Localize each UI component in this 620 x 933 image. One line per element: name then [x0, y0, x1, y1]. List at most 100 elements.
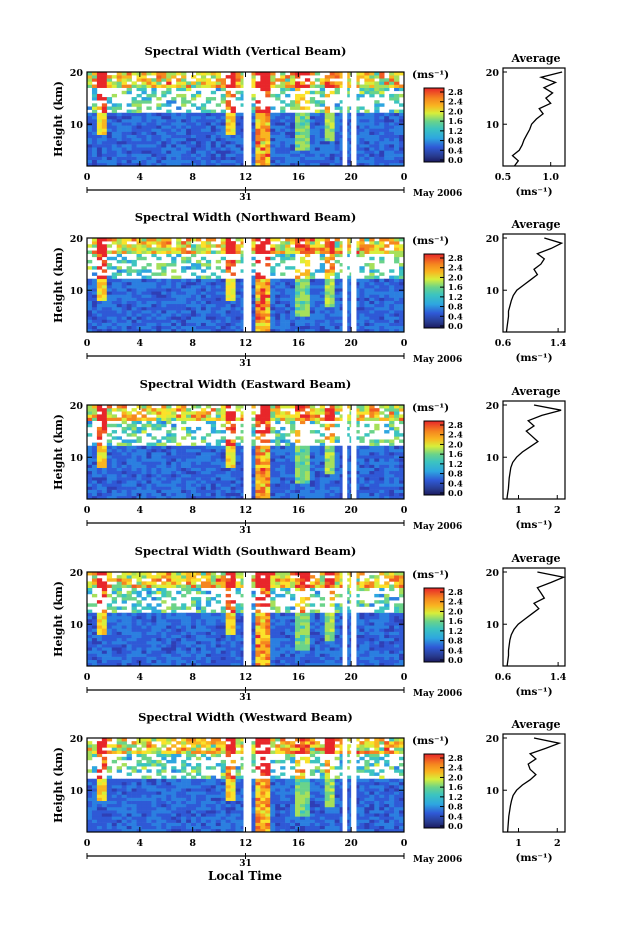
colorbar-tick-label: 1.2 — [448, 793, 463, 803]
colorbar-tick-label: 1.6 — [448, 283, 463, 293]
colorbar-tick-label: 2.0 — [448, 440, 463, 450]
x-tick-label: 20 — [345, 172, 359, 183]
y-tick-label: 10 — [70, 786, 84, 797]
average-y-tick-label: 20 — [486, 68, 500, 79]
average-title: Average — [510, 52, 560, 65]
average-title: Average — [510, 218, 560, 231]
x-tick-label: 0 — [84, 672, 91, 683]
day-label: 31 — [239, 526, 252, 536]
colorbar-tick-label: 1.2 — [448, 293, 463, 303]
date-label: May 2006 — [413, 689, 462, 699]
average-x-tick-label: 2 — [554, 505, 561, 516]
average-x-label: (ms⁻¹) — [515, 852, 552, 864]
y-tick-label: 20 — [70, 401, 84, 412]
x-tick-label: 8 — [189, 838, 196, 849]
colorbar-tick-label: 2.0 — [448, 773, 463, 783]
x-tick-label: 0 — [401, 172, 408, 183]
date-label: May 2006 — [413, 189, 462, 199]
colorbar-tick-label: 2.4 — [448, 764, 463, 774]
y-axis-label: Height (km) — [52, 81, 65, 157]
x-tick-label: 16 — [292, 505, 306, 516]
colorbar-tick-label: 2.8 — [448, 254, 463, 264]
colorbar-tick-label: 0.4 — [448, 646, 463, 656]
colorbar-tick-label: 1.6 — [448, 783, 463, 793]
colorbar-tick-label: 1.6 — [448, 117, 463, 127]
x-tick-label: 16 — [292, 338, 306, 349]
average-x-tick-label: 0.6 — [495, 672, 512, 683]
average-x-label: (ms⁻¹) — [515, 352, 552, 364]
colorbar — [424, 254, 444, 328]
day-label: 31 — [239, 359, 252, 369]
colorbar-tick-label: 0.8 — [448, 637, 463, 647]
x-tick-label: 20 — [345, 672, 359, 683]
average-y-tick-label: 10 — [486, 620, 500, 631]
y-tick-label: 10 — [70, 286, 84, 297]
colorbar-tick-label: 1.2 — [448, 127, 463, 137]
x-tick-label: 0 — [84, 172, 91, 183]
heatmap-cells — [87, 403, 404, 499]
date-label: May 2006 — [413, 355, 462, 365]
date-label: May 2006 — [413, 855, 462, 865]
colorbar-tick-label: 0.8 — [448, 303, 463, 313]
colorbar-tick-label: 2.8 — [448, 421, 463, 431]
x-tick-label: 16 — [292, 838, 306, 849]
y-axis-label: Height (km) — [52, 581, 65, 657]
x-tick-label: 20 — [345, 505, 359, 516]
average-y-tick-label: 10 — [486, 286, 500, 297]
colorbar-tick-label: 0.4 — [448, 812, 463, 822]
colorbar-tick-label: 0.0 — [448, 156, 463, 166]
colorbar-unit: (ms⁻¹) — [412, 235, 449, 247]
x-tick-label: 8 — [189, 672, 196, 683]
panel-title: Spectral Width (Vertical Beam) — [145, 44, 347, 58]
colorbar-tick-label: 0.4 — [448, 312, 463, 322]
colorbar-tick-label: 2.8 — [448, 88, 463, 98]
x-axis-label: Local Time — [208, 869, 282, 883]
average-title: Average — [510, 385, 560, 398]
x-tick-label: 12 — [239, 505, 252, 516]
panel-title: Spectral Width (Westward Beam) — [138, 710, 353, 724]
average-x-tick-label: 1.0 — [542, 172, 559, 183]
average-profile-line — [513, 72, 563, 166]
heatmap-cells — [87, 236, 404, 332]
x-tick-label: 4 — [137, 172, 144, 183]
average-x-tick-label: 0.6 — [495, 338, 512, 349]
day-label: 31 — [239, 859, 252, 869]
average-y-tick-label: 20 — [486, 568, 500, 579]
colorbar-tick-label: 0.0 — [448, 489, 463, 499]
y-tick-label: 20 — [70, 734, 84, 745]
y-tick-label: 20 — [70, 68, 84, 79]
colorbar-unit: (ms⁻¹) — [412, 735, 449, 747]
average-frame — [503, 234, 565, 332]
x-tick-label: 0 — [401, 505, 408, 516]
x-tick-label: 0 — [84, 505, 91, 516]
x-tick-label: 0 — [401, 838, 408, 849]
colorbar-tick-label: 1.2 — [448, 460, 463, 470]
x-tick-label: 0 — [401, 338, 408, 349]
average-frame — [503, 401, 565, 499]
average-x-label: (ms⁻¹) — [515, 519, 552, 531]
x-tick-label: 8 — [189, 172, 196, 183]
colorbar-tick-label: 2.8 — [448, 754, 463, 764]
x-tick-label: 4 — [137, 672, 144, 683]
day-label: 31 — [239, 693, 252, 703]
x-tick-label: 20 — [345, 338, 359, 349]
colorbar — [424, 754, 444, 828]
colorbar-unit: (ms⁻¹) — [412, 569, 449, 581]
colorbar-tick-label: 1.2 — [448, 627, 463, 637]
x-tick-label: 12 — [239, 338, 252, 349]
x-tick-label: 8 — [189, 505, 196, 516]
average-y-tick-label: 10 — [486, 786, 500, 797]
beam-panel-0: Spectral Width (Vertical Beam)1020Height… — [52, 44, 565, 203]
panel-title: Spectral Width (Southward Beam) — [135, 544, 357, 558]
heatmap-cells — [87, 570, 404, 666]
x-tick-label: 12 — [239, 672, 252, 683]
beam-panel-2: Spectral Width (Eastward Beam)1020Height… — [52, 377, 565, 536]
average-y-tick-label: 10 — [486, 453, 500, 464]
colorbar-tick-label: 0.8 — [448, 470, 463, 480]
colorbar-tick-label: 2.0 — [448, 607, 463, 617]
average-x-tick-label: 1.4 — [550, 672, 567, 683]
y-tick-label: 10 — [70, 620, 84, 631]
colorbar-tick-label: 0.4 — [448, 146, 463, 156]
average-title: Average — [510, 718, 560, 731]
